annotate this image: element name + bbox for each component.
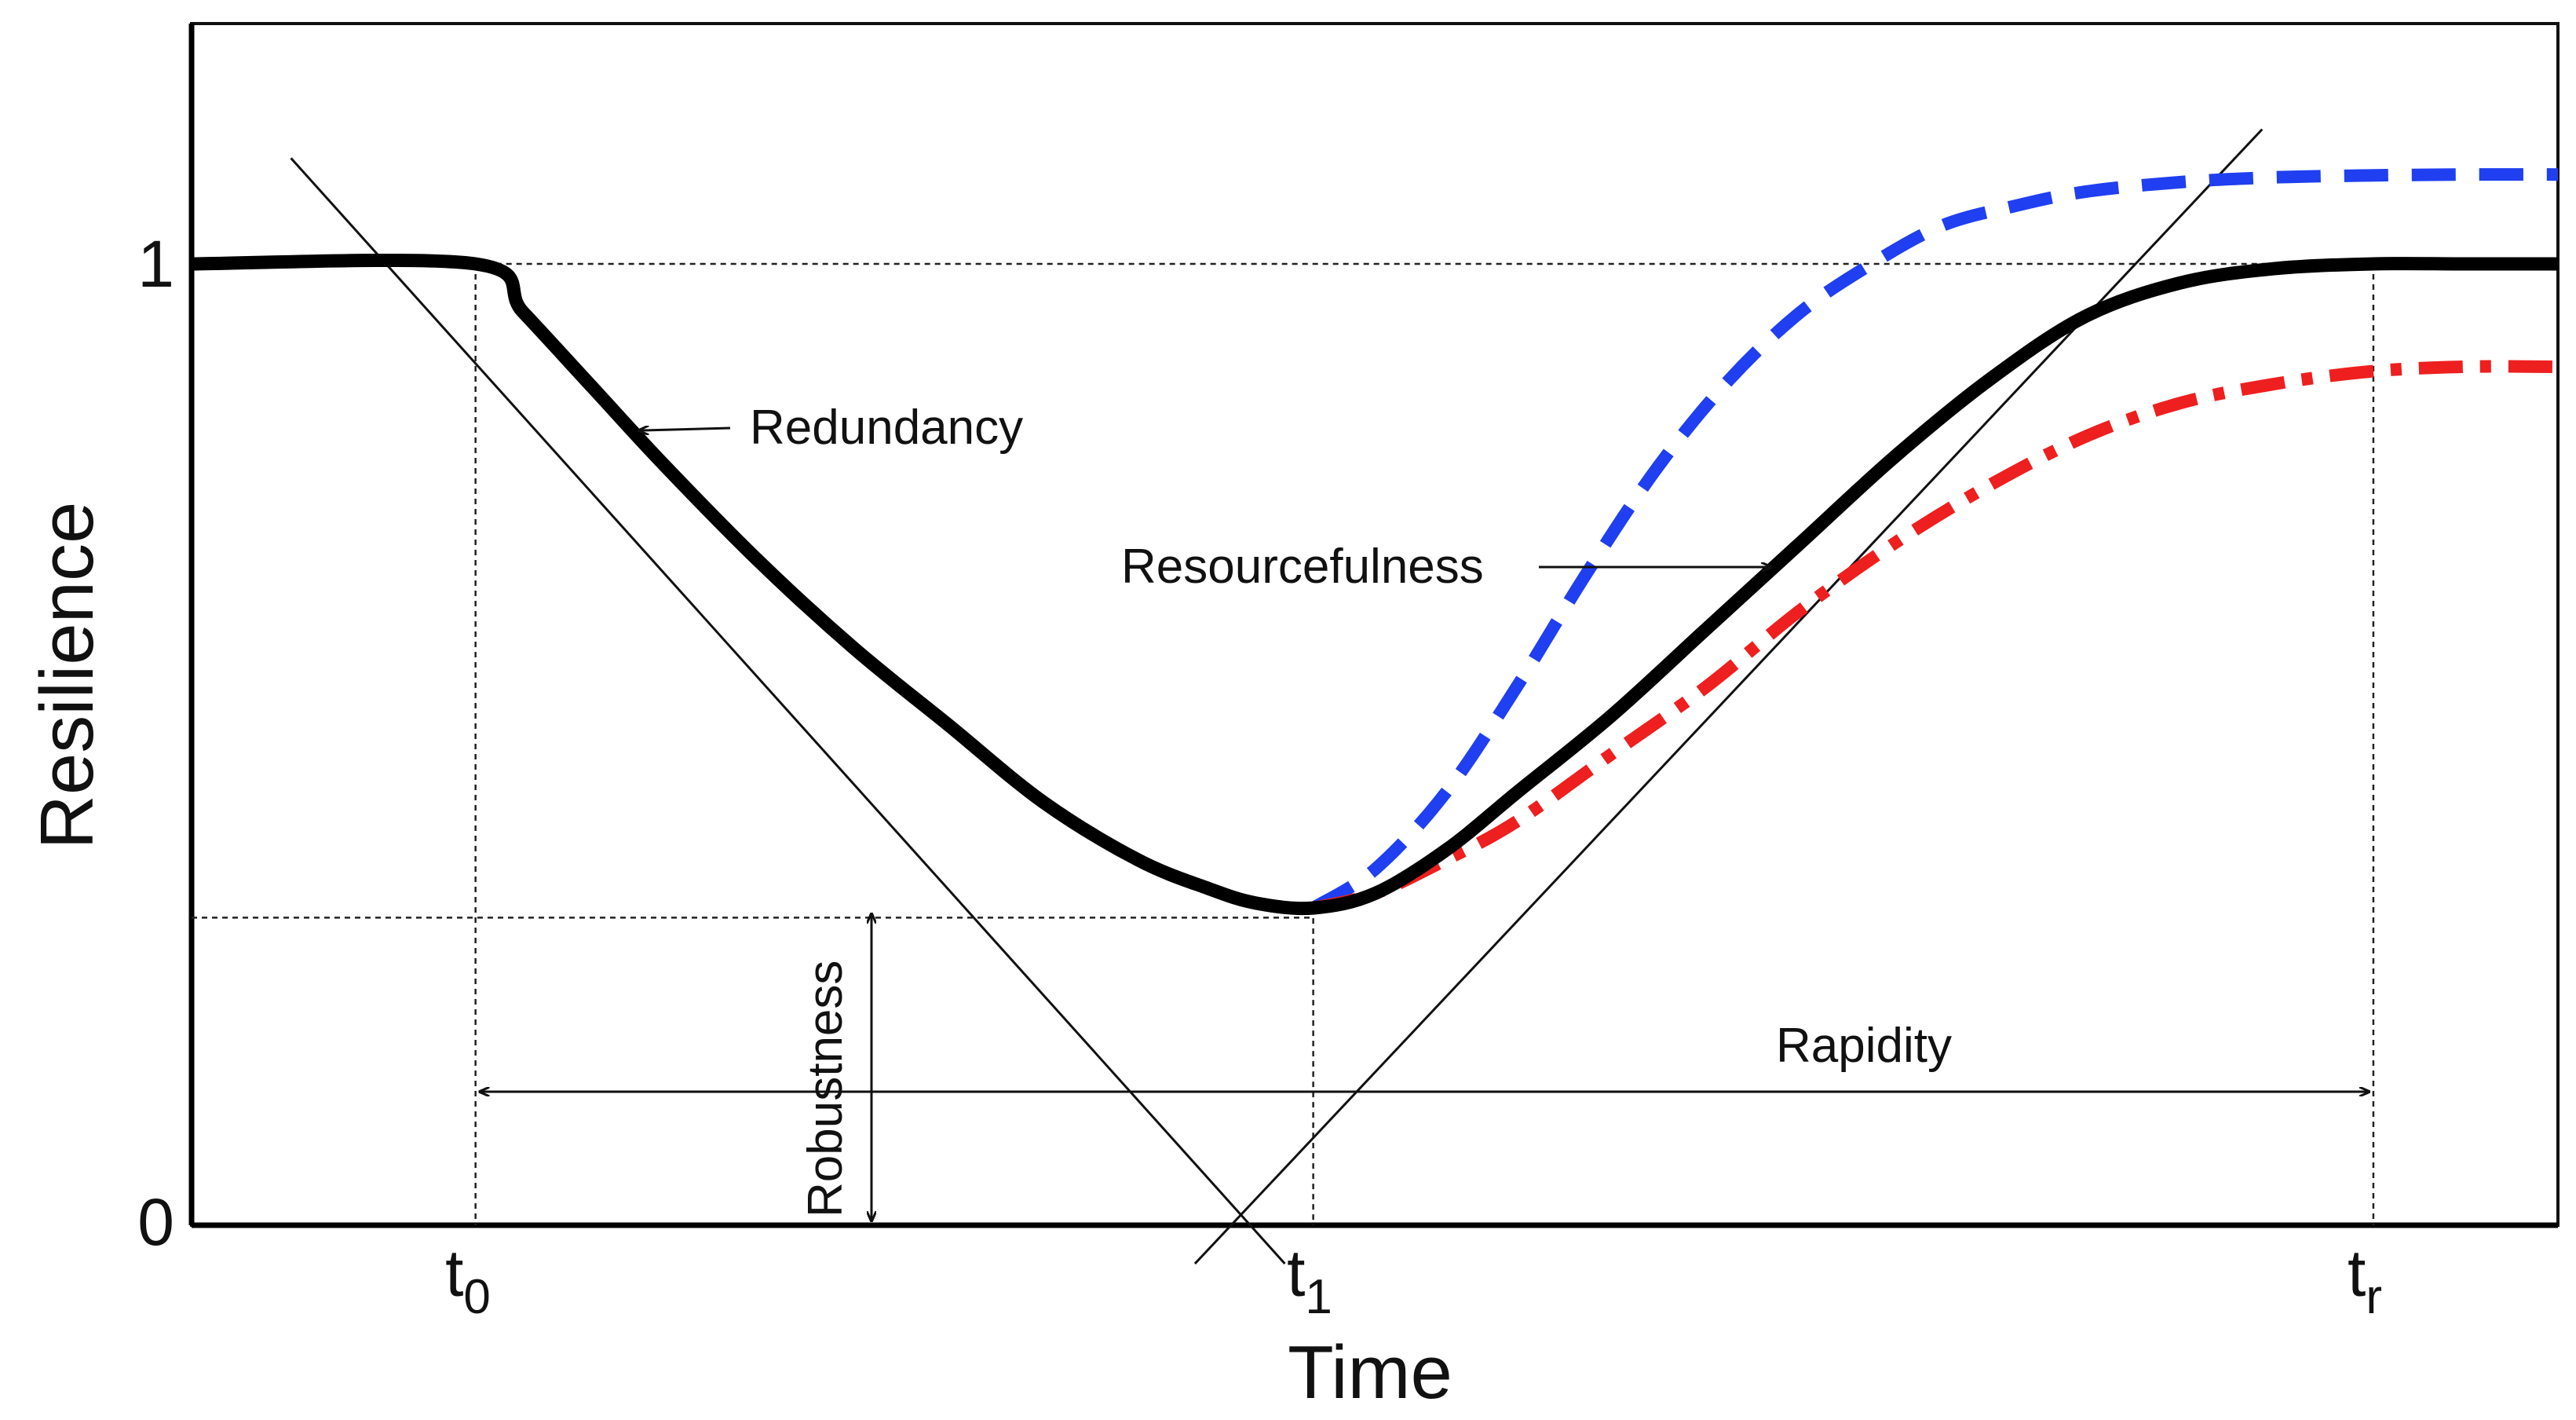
y-tick-label-0: 0 — [137, 1185, 174, 1259]
redundancy-pointer-arrow — [640, 428, 731, 430]
reference-lines — [192, 262, 2375, 1225]
series-reduced-recovery — [1311, 360, 2559, 914]
annotation-resourcefulness: Resourcefulness — [1121, 540, 1484, 594]
annotation-redundancy: Redundancy — [750, 401, 1023, 455]
x-axis-label: Time — [1288, 1330, 1452, 1415]
data-series — [191, 168, 2559, 916]
y-tick-label-1: 1 — [137, 227, 174, 301]
tangent-lines — [290, 128, 2264, 1264]
series-enhanced-recovery — [1310, 168, 2559, 913]
y-axis-label: Resilience — [25, 502, 109, 850]
x-tick-label-tr: tr — [2348, 1236, 2382, 1324]
series-baseline — [191, 253, 2558, 916]
plot-frame — [190, 22, 2560, 1227]
degradation-tangent — [290, 157, 1286, 1264]
annotation-rapidity: Rapidity — [1776, 1019, 1952, 1073]
x-tick-label-t1: t1 — [1287, 1236, 1332, 1324]
annotation-robustness: Robustness — [798, 961, 853, 1217]
x-tick-label-t0: t0 — [445, 1236, 491, 1324]
recovery-tangent — [1193, 128, 2264, 1264]
